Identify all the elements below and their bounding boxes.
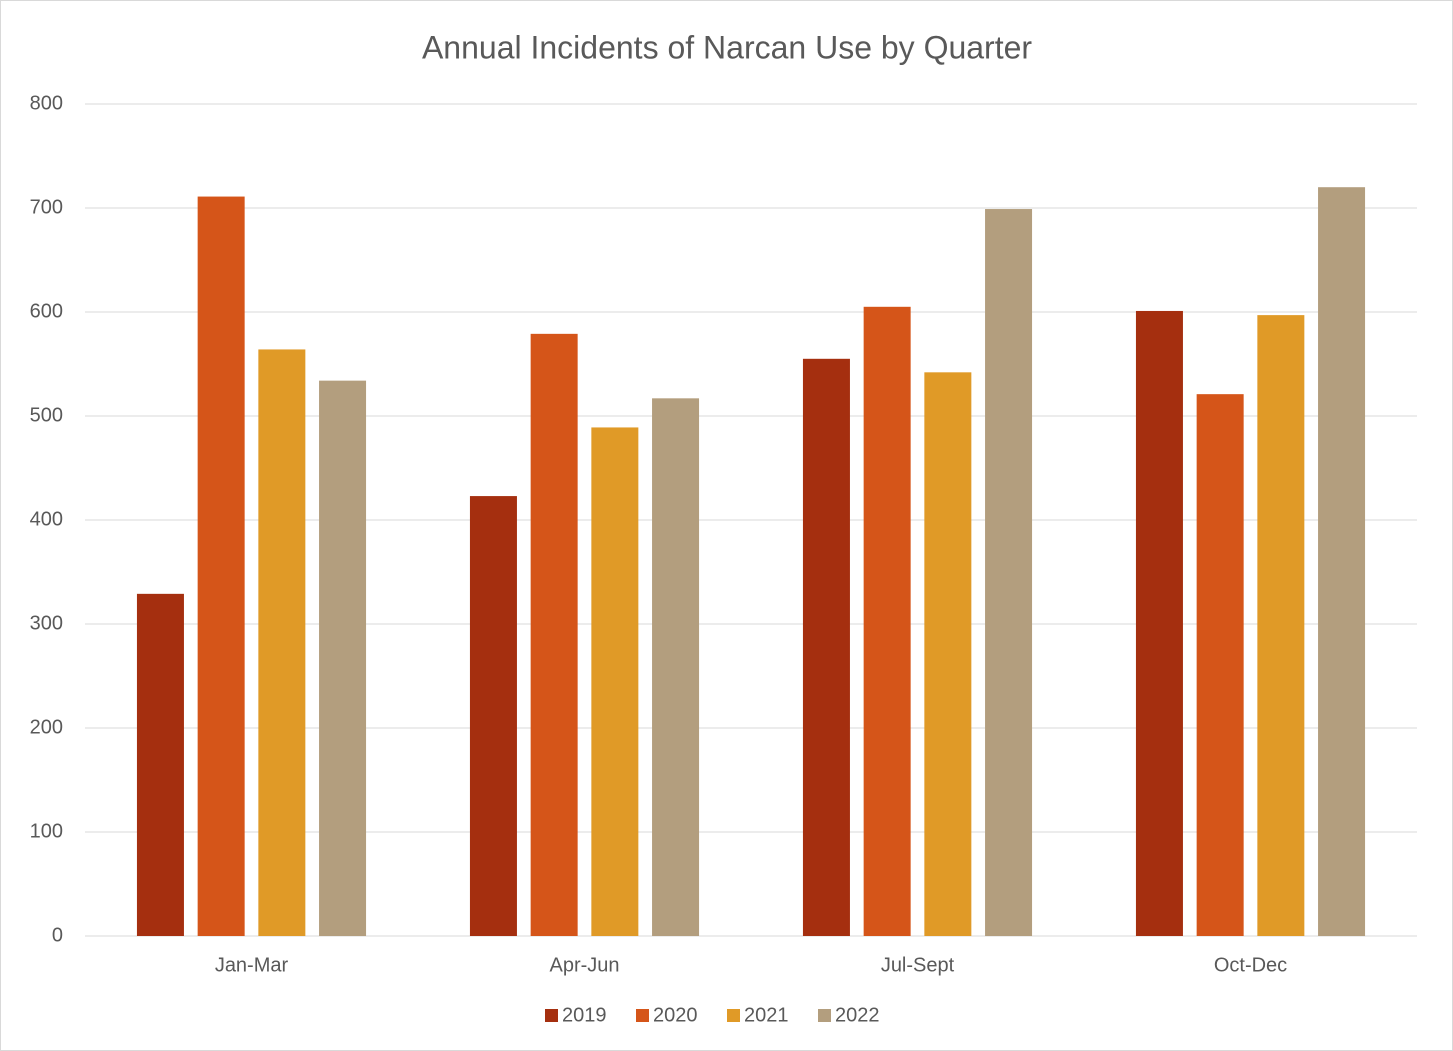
y-tick-label: 700 (30, 196, 63, 218)
bar (258, 349, 306, 936)
bar (591, 427, 639, 936)
y-tick-label: 100 (30, 820, 63, 842)
bar (1135, 310, 1183, 937)
y-tick-label: 400 (30, 508, 63, 530)
y-tick-label: 600 (30, 300, 63, 322)
bar (530, 333, 578, 937)
bar (652, 398, 700, 936)
x-tick-label: Apr-Jun (549, 954, 619, 976)
legend-label: 2021 (744, 1004, 789, 1026)
bar (469, 496, 517, 936)
x-tick-label: Oct-Dec (1214, 954, 1287, 976)
y-tick-label: 200 (30, 716, 63, 738)
bar (863, 306, 911, 936)
chart-title: Annual Incidents of Narcan Use by Quarte… (422, 29, 1032, 65)
bar (802, 358, 850, 936)
bar (136, 593, 184, 936)
bar (985, 209, 1033, 937)
y-tick-label: 300 (30, 612, 63, 634)
bar (924, 372, 972, 936)
legend-label: 2020 (653, 1004, 698, 1026)
legend-swatch (545, 1009, 558, 1022)
bar (319, 380, 367, 936)
legend-swatch (636, 1009, 649, 1022)
bar (197, 196, 245, 936)
y-tick-label: 800 (30, 92, 63, 114)
bar (1318, 187, 1366, 936)
legend-label: 2019 (562, 1004, 607, 1026)
y-tick-label: 500 (30, 404, 63, 426)
x-tick-label: Jan-Mar (215, 954, 289, 976)
bar (1257, 315, 1305, 936)
legend-swatch (818, 1009, 831, 1022)
x-tick-label: Jul-Sept (881, 954, 955, 976)
y-tick-label: 0 (52, 924, 63, 946)
legend-label: 2022 (835, 1004, 880, 1026)
legend-swatch (727, 1009, 740, 1022)
bar (1196, 394, 1244, 936)
